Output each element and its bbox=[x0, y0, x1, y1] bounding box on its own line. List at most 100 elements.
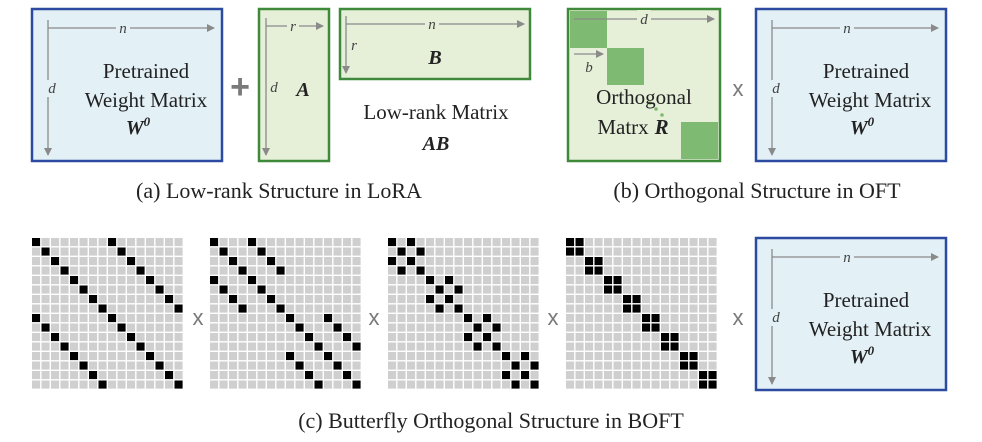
zero-cell bbox=[613, 314, 622, 323]
zero-cell bbox=[454, 361, 463, 370]
zero-cell bbox=[79, 238, 88, 247]
zero-cell bbox=[464, 371, 473, 380]
zero-cell bbox=[165, 352, 174, 361]
times-operator: x bbox=[733, 76, 744, 101]
zero-cell bbox=[689, 295, 698, 304]
zero-cell bbox=[604, 238, 613, 247]
zero-cell bbox=[473, 276, 482, 285]
dim-n-label: n bbox=[843, 250, 851, 266]
zero-cell bbox=[530, 314, 539, 323]
zero-cell bbox=[445, 361, 454, 370]
zero-cell bbox=[295, 276, 304, 285]
zero-cell bbox=[136, 295, 145, 304]
zero-cell bbox=[305, 361, 314, 370]
zero-cell bbox=[98, 323, 107, 332]
zero-cell bbox=[699, 238, 708, 247]
zero-cell bbox=[238, 314, 247, 323]
zero-cell bbox=[585, 361, 594, 370]
nonzero-cell bbox=[585, 257, 594, 266]
nonzero-cell bbox=[314, 342, 323, 351]
zero-cell bbox=[670, 247, 679, 256]
nonzero-cell bbox=[267, 257, 276, 266]
zero-cell bbox=[305, 285, 314, 294]
zero-cell bbox=[60, 295, 69, 304]
zero-cell bbox=[473, 361, 482, 370]
zero-cell bbox=[324, 304, 333, 313]
zero-cell bbox=[229, 304, 238, 313]
zero-cell bbox=[127, 380, 136, 389]
zero-cell bbox=[632, 238, 641, 247]
zero-cell bbox=[286, 380, 295, 389]
zero-cell bbox=[521, 333, 530, 342]
zero-cell bbox=[521, 314, 530, 323]
zero-cell bbox=[689, 304, 698, 313]
zero-cell bbox=[41, 314, 50, 323]
zero-cell bbox=[295, 333, 304, 342]
zero-cell bbox=[117, 361, 126, 370]
zero-cell bbox=[136, 371, 145, 380]
zero-cell bbox=[108, 380, 117, 389]
zero-cell bbox=[51, 285, 60, 294]
zero-cell bbox=[146, 238, 155, 247]
zero-cell bbox=[623, 371, 632, 380]
zero-cell bbox=[117, 285, 126, 294]
nonzero-cell bbox=[445, 295, 454, 304]
zero-cell bbox=[426, 323, 435, 332]
nonzero-cell bbox=[502, 352, 511, 361]
zero-cell bbox=[388, 276, 397, 285]
zero-cell bbox=[70, 257, 79, 266]
zero-cell bbox=[219, 276, 228, 285]
zero-cell bbox=[651, 352, 660, 361]
zero-cell bbox=[324, 342, 333, 351]
zero-cell bbox=[426, 371, 435, 380]
zero-cell bbox=[210, 371, 219, 380]
pretrained-line2: Weight Matrix bbox=[809, 317, 932, 341]
nonzero-cell bbox=[708, 380, 717, 389]
zero-cell bbox=[492, 371, 501, 380]
zero-cell bbox=[397, 276, 406, 285]
zero-cell bbox=[79, 304, 88, 313]
zero-cell bbox=[426, 238, 435, 247]
nonzero-cell bbox=[632, 304, 641, 313]
nonzero-cell bbox=[473, 323, 482, 332]
nonzero-cell bbox=[492, 323, 501, 332]
zero-cell bbox=[108, 361, 117, 370]
zero-cell bbox=[98, 371, 107, 380]
zero-cell bbox=[483, 295, 492, 304]
nonzero-cell bbox=[680, 352, 689, 361]
zero-cell bbox=[146, 247, 155, 256]
zero-cell bbox=[89, 361, 98, 370]
nonzero-cell bbox=[108, 314, 117, 323]
zero-cell bbox=[585, 314, 594, 323]
zero-cell bbox=[585, 323, 594, 332]
nonzero-cell bbox=[352, 380, 361, 389]
zero-cell bbox=[146, 342, 155, 351]
zero-cell bbox=[473, 238, 482, 247]
zero-cell bbox=[530, 247, 539, 256]
zero-cell bbox=[530, 285, 539, 294]
zero-cell bbox=[585, 304, 594, 313]
zero-cell bbox=[127, 361, 136, 370]
zero-cell bbox=[146, 361, 155, 370]
zero-cell bbox=[511, 304, 520, 313]
zero-cell bbox=[388, 371, 397, 380]
nonzero-cell bbox=[238, 266, 247, 275]
zero-cell bbox=[79, 342, 88, 351]
zero-cell bbox=[661, 352, 670, 361]
zero-cell bbox=[60, 257, 69, 266]
zero-cell bbox=[492, 295, 501, 304]
matrix-b-label: B bbox=[427, 47, 441, 69]
nonzero-cell bbox=[435, 304, 444, 313]
zero-cell bbox=[464, 304, 473, 313]
zero-cell bbox=[174, 276, 183, 285]
zero-cell bbox=[454, 342, 463, 351]
zero-cell bbox=[511, 247, 520, 256]
zero-cell bbox=[32, 333, 41, 342]
zero-cell bbox=[680, 342, 689, 351]
nonzero-cell bbox=[521, 371, 530, 380]
zero-cell bbox=[699, 352, 708, 361]
zero-cell bbox=[51, 380, 60, 389]
panel-b: d b Orthogonal Matrx R x n d Pretrained W… bbox=[566, 7, 948, 203]
zero-cell bbox=[670, 238, 679, 247]
pretrained-symbol: W0 bbox=[126, 114, 151, 139]
